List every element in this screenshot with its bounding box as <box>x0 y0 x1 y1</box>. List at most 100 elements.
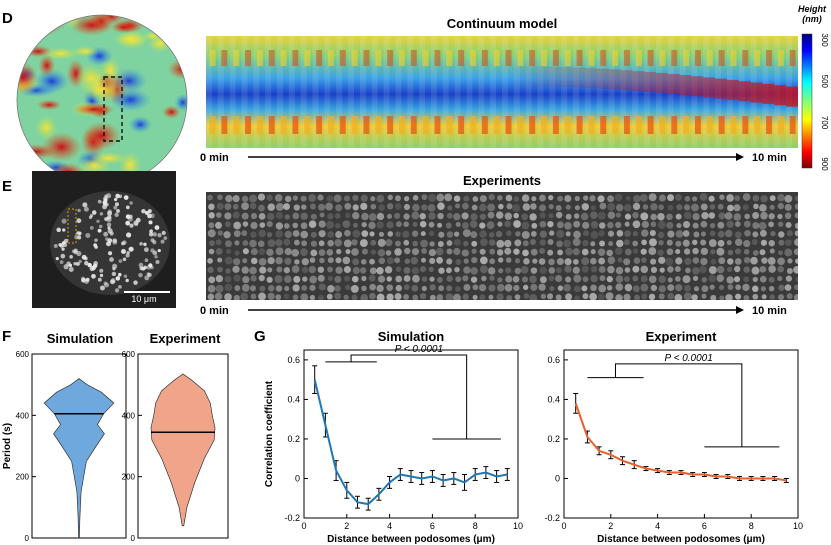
kymograph-podosome <box>378 204 386 211</box>
kymograph-podosome <box>394 203 402 210</box>
podosome-dot <box>147 213 152 219</box>
podosome-dot <box>113 205 118 210</box>
kymograph-podosome <box>548 194 554 201</box>
kymograph-podosome <box>309 284 316 291</box>
kymograph-podosome <box>370 239 377 246</box>
kymograph-podosome <box>650 203 658 211</box>
kymograph-podosome <box>429 276 435 282</box>
kymograph-podosome <box>410 257 419 265</box>
kymograph-podosome <box>675 230 684 238</box>
kymograph-podosome <box>616 239 624 248</box>
kymograph-podosome <box>522 240 529 247</box>
kymograph-podosome <box>232 195 240 203</box>
podosome-dot <box>99 285 105 291</box>
kymograph-podosome <box>267 239 276 248</box>
kymograph-high-band <box>644 71 656 92</box>
kymograph-podosome <box>598 293 605 300</box>
kymograph-oscillation <box>659 50 666 66</box>
kymograph-podosome <box>573 285 581 293</box>
kymograph-podosome <box>419 220 427 228</box>
kymograph-podosome <box>530 283 538 291</box>
kymograph-oscillation <box>623 50 630 66</box>
podosome-dot <box>104 198 108 203</box>
kymograph-podosome <box>334 213 341 219</box>
kymograph-podosome <box>334 285 341 292</box>
kymograph-podosome <box>573 258 579 265</box>
kymograph-high-band <box>608 69 621 90</box>
kymograph-podosome <box>215 221 222 229</box>
kymograph-frame-stripe <box>253 36 260 148</box>
kymograph-podosome <box>438 267 445 274</box>
kymograph-podosome <box>404 258 411 264</box>
kymograph-high-band <box>537 66 550 87</box>
kymograph-high-band <box>774 85 787 106</box>
experiments-time-start: 0 min <box>200 305 229 317</box>
podosome-dot <box>154 255 158 259</box>
kymograph-oscillation <box>327 50 334 66</box>
kymograph-podosome <box>574 295 580 300</box>
kymograph-oscillation <box>777 116 784 134</box>
kymograph-podosome <box>590 221 599 229</box>
kymograph-frame-stripe <box>383 36 390 148</box>
experiment-cell-image <box>32 171 176 308</box>
kymograph-oscillation <box>292 50 299 66</box>
kymograph-podosome <box>403 293 410 300</box>
kymograph-podosome <box>470 231 478 239</box>
kymograph-high-band <box>715 78 727 99</box>
kymograph-podosome <box>540 293 547 299</box>
kymograph-high-band <box>632 71 645 92</box>
kymograph-podosome <box>793 284 798 291</box>
kymograph-podosome <box>428 230 435 237</box>
kymograph-podosome <box>590 211 598 220</box>
kymograph-podosome <box>504 239 512 248</box>
kymograph-podosome <box>504 212 513 220</box>
kymograph-podosome <box>529 213 537 221</box>
kymograph-podosome <box>258 274 265 282</box>
kymograph-podosome <box>742 283 750 292</box>
heightmap-blob <box>110 21 138 34</box>
kymograph-podosome <box>539 239 546 246</box>
kymograph-podosome <box>691 196 698 202</box>
kymograph-podosome <box>504 284 513 292</box>
kymograph-podosome <box>294 259 300 265</box>
kymograph-podosome <box>590 257 597 265</box>
kymograph-podosome <box>208 276 216 284</box>
kymograph-podosome <box>403 203 411 211</box>
podosome-dot <box>85 232 91 238</box>
kymograph-podosome <box>394 257 401 264</box>
kymograph-podosome <box>361 248 368 255</box>
kymograph-oscillation <box>410 50 417 66</box>
kymograph-podosome <box>344 275 350 282</box>
podosome-dot <box>97 199 102 204</box>
kymograph-podosome <box>215 247 223 255</box>
series-line <box>574 403 787 482</box>
kymograph-oscillation <box>588 50 595 66</box>
kymograph-podosome <box>455 276 462 283</box>
kymograph-podosome <box>733 204 741 212</box>
kymograph-podosome <box>657 231 665 239</box>
podosome-dot <box>114 212 119 218</box>
kymograph-podosome <box>283 293 290 300</box>
kymograph-podosome <box>539 276 547 284</box>
kymograph-podosome <box>786 267 793 274</box>
kymograph-podosome <box>318 220 326 228</box>
kymograph-podosome <box>658 239 664 246</box>
kymograph-podosome <box>777 257 785 266</box>
kymograph-podosome <box>216 202 224 210</box>
kymograph-podosome <box>759 249 766 256</box>
kymograph-oscillation <box>742 50 749 66</box>
kymograph-frame-stripe <box>348 36 354 148</box>
kymograph-oscillation <box>363 50 370 66</box>
kymograph-podosome <box>376 212 385 221</box>
kymograph-frame-stripe <box>584 36 591 148</box>
kymograph-podosome <box>387 231 394 237</box>
kymograph-podosome <box>633 257 641 264</box>
kymograph-podosome <box>784 284 792 291</box>
panel-letter-f: F <box>2 328 12 345</box>
kymograph-podosome <box>232 203 239 210</box>
kymograph-podosome <box>597 195 605 203</box>
kymograph-podosome <box>615 275 624 283</box>
kymograph-podosome <box>470 276 478 283</box>
kymograph-podosome <box>539 212 546 219</box>
kymograph-podosome <box>606 276 613 283</box>
